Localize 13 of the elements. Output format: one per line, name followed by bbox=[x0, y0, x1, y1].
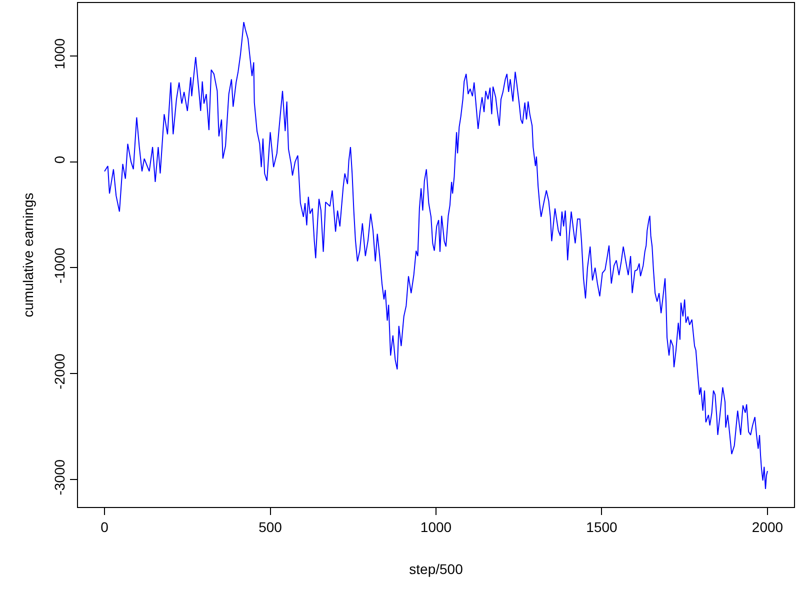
y-tick-label: 0 bbox=[51, 156, 68, 164]
x-tick-label: 1000 bbox=[420, 518, 452, 535]
y-axis-title: cumulative earnings bbox=[20, 192, 36, 318]
y-tick-label: 1000 bbox=[51, 38, 68, 70]
y-tick-label: -1000 bbox=[51, 247, 68, 284]
y-tick-label: -3000 bbox=[51, 459, 68, 496]
x-axis-title: step/500 bbox=[409, 561, 464, 578]
line-series bbox=[104, 22, 768, 490]
x-tick-label: 500 bbox=[258, 518, 282, 535]
x-tick-label: 1500 bbox=[586, 518, 618, 535]
y-tick-label: -2000 bbox=[51, 353, 68, 390]
x-tick-label: 0 bbox=[100, 518, 109, 535]
x-tick-label: 2000 bbox=[752, 518, 784, 535]
